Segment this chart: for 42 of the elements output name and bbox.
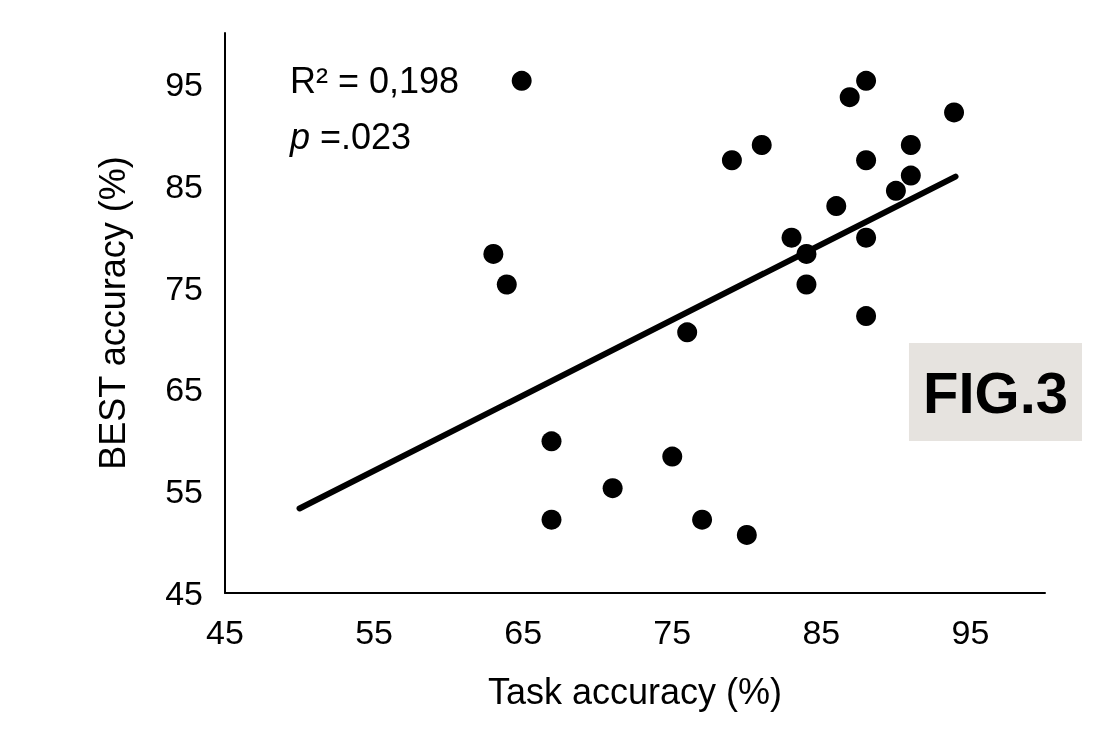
point xyxy=(751,135,772,155)
point xyxy=(826,196,847,217)
point xyxy=(602,478,623,499)
y-tick-label: 75 xyxy=(165,268,203,307)
point xyxy=(796,243,817,264)
y-tick-label: 65 xyxy=(165,370,203,409)
x-axis-title: Task accuracy (%) xyxy=(487,670,783,712)
point xyxy=(511,70,532,91)
point xyxy=(721,150,742,171)
annotation: FIG.3 xyxy=(922,359,1068,425)
point xyxy=(856,150,877,171)
point xyxy=(900,165,921,186)
point xyxy=(839,87,860,108)
y-tick-label: 45 xyxy=(165,574,203,612)
point xyxy=(677,322,698,343)
point xyxy=(856,70,877,91)
point xyxy=(781,227,802,248)
point xyxy=(856,227,877,248)
annotation: p =.023 xyxy=(289,115,412,157)
point xyxy=(944,102,965,123)
point xyxy=(856,306,877,327)
y-axis-title: BEST accuracy (%) xyxy=(91,156,133,470)
point xyxy=(736,524,757,545)
x-tick-label: 55 xyxy=(355,613,393,651)
y-tick-label: 55 xyxy=(165,472,203,511)
y-tick-label: 85 xyxy=(165,166,203,205)
x-tick-label: 95 xyxy=(951,613,990,651)
point xyxy=(885,180,906,201)
x-tick-label: 75 xyxy=(653,613,692,651)
y-tick-label: 95 xyxy=(165,64,203,103)
point xyxy=(900,135,921,155)
point xyxy=(541,431,562,452)
point xyxy=(483,243,504,264)
x-tick-label: 45 xyxy=(206,613,244,651)
point xyxy=(496,274,517,295)
point xyxy=(692,509,713,530)
annotation: R² = 0,198 xyxy=(290,59,460,101)
point xyxy=(541,509,562,530)
x-tick-label: 65 xyxy=(504,613,543,651)
point xyxy=(662,446,683,467)
point xyxy=(796,274,817,295)
x-tick-label: 85 xyxy=(802,613,841,651)
